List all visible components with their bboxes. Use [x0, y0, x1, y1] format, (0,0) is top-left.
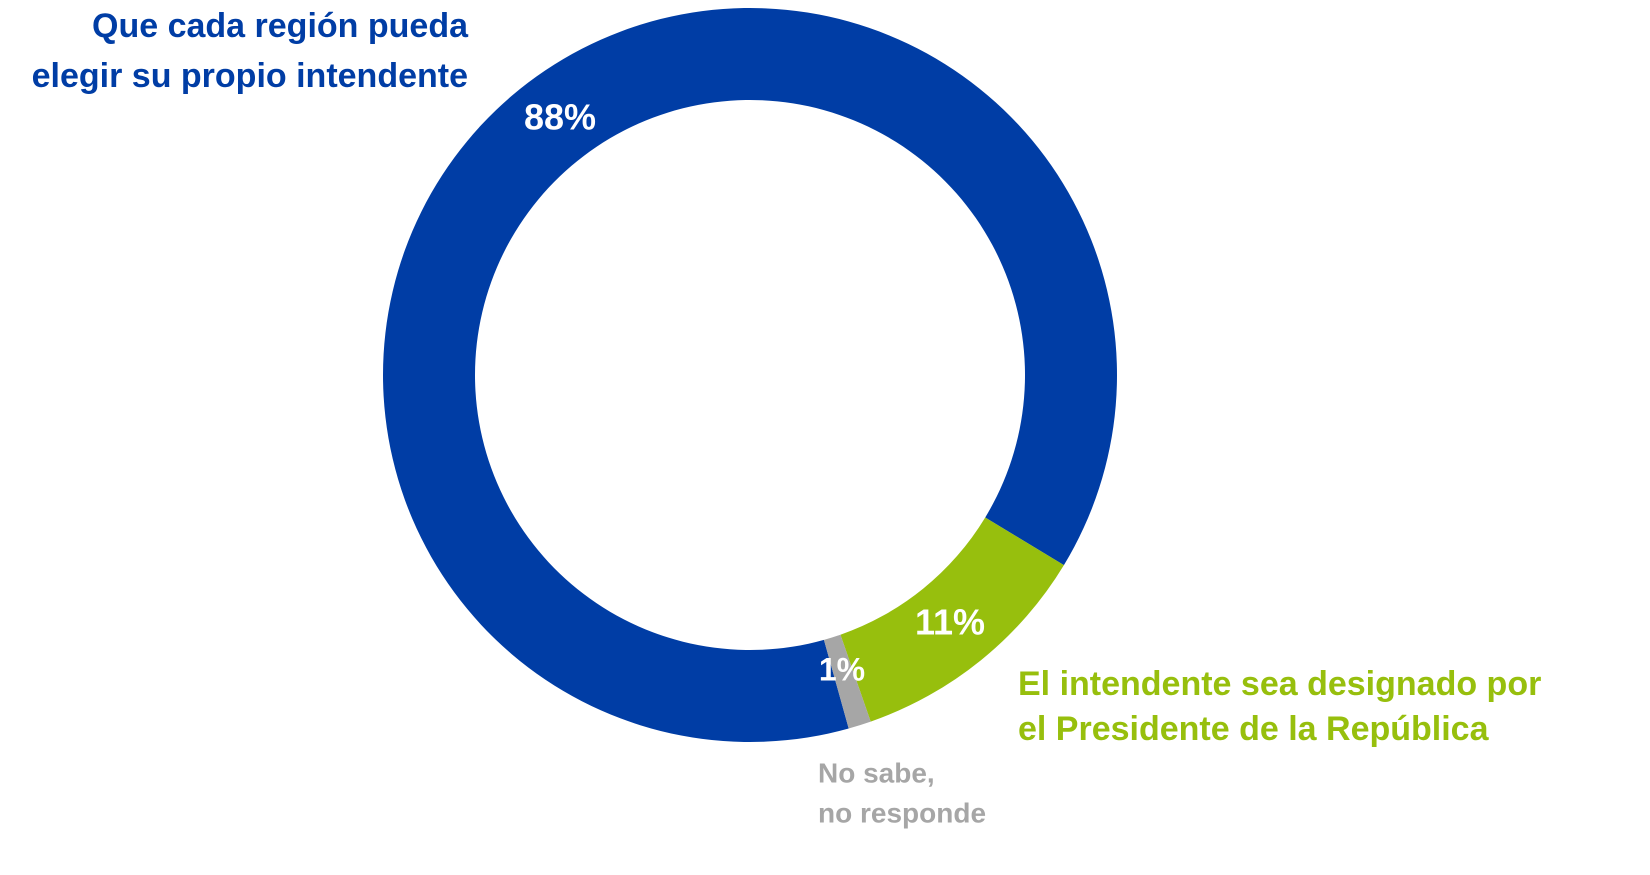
category-label: no responde — [818, 797, 986, 828]
value-label: 1% — [819, 651, 865, 687]
category-label: Que cada región pueda — [92, 7, 469, 45]
category-label: elegir su propio intendente — [32, 57, 468, 95]
value-label: 88% — [524, 97, 596, 138]
donut-slice — [823, 634, 871, 729]
category-label: el Presidente de la República — [1018, 710, 1490, 748]
category-label: No sabe, — [818, 757, 935, 788]
value-label: 11% — [915, 602, 985, 643]
donut-slice — [840, 517, 1064, 722]
category-label: El intendente sea designado por — [1018, 665, 1541, 703]
